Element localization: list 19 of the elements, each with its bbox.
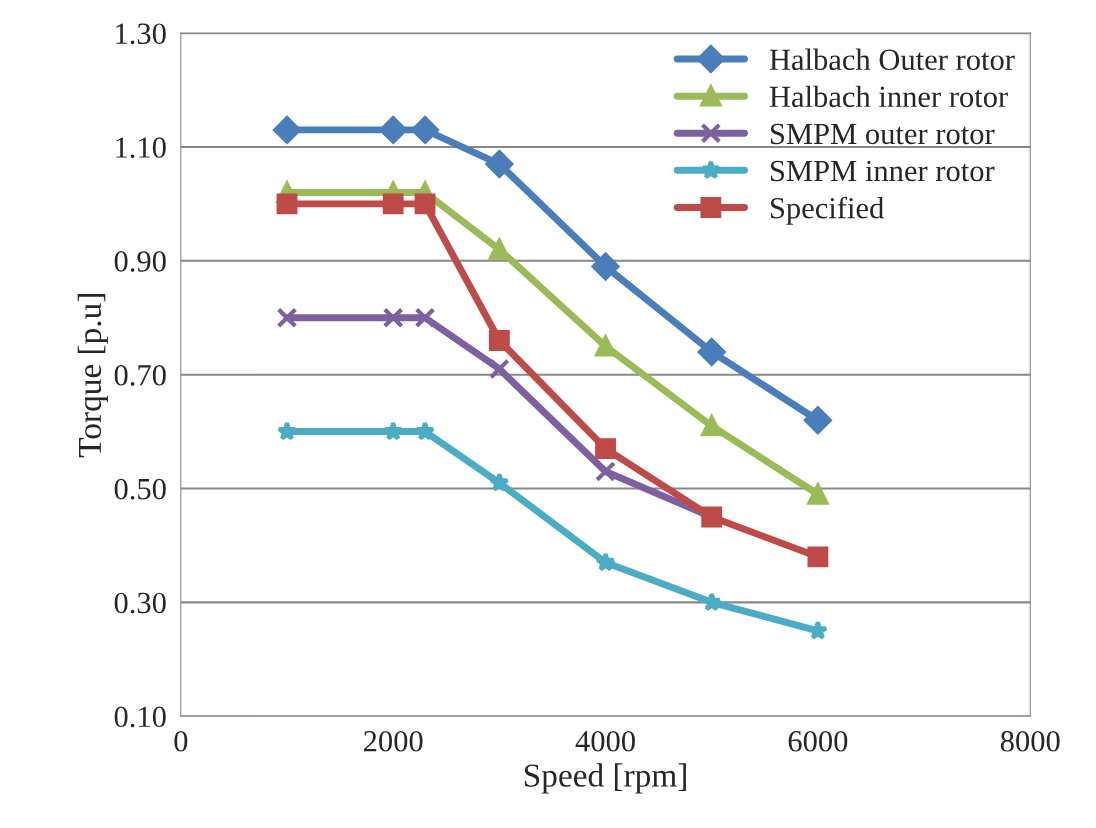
x-axis-title: Speed [rpm] — [524, 763, 686, 794]
y-tick-label: 0.50 — [114, 478, 166, 500]
legend-label: SMPM inner rotor — [770, 160, 995, 182]
y-tick-label: 0.10 — [114, 706, 166, 728]
legend-label: SMPM outer rotor — [770, 123, 995, 145]
y-tick-label: 0.30 — [114, 592, 166, 614]
x-tick-label: 8000 — [1000, 730, 1060, 752]
y-axis-title: Torque [p.u] — [77, 294, 108, 458]
y-tick-label: 1.10 — [116, 137, 166, 159]
legend-label: Specified — [770, 196, 884, 225]
y-tick-label: 1.30 — [116, 23, 166, 45]
y-tick-label: 0.90 — [114, 251, 166, 272]
x-tick-label: 4000 — [575, 730, 635, 752]
x-tick-label: 6000 — [788, 730, 848, 752]
y-tick-label: 0.70 — [114, 364, 166, 386]
x-tick-label: 0 — [174, 730, 188, 752]
legend-label: Halbach Outer rotor — [769, 48, 1015, 71]
x-tick-label: 2000 — [363, 730, 423, 752]
legend-label: Halbach inner rotor — [769, 85, 1008, 108]
